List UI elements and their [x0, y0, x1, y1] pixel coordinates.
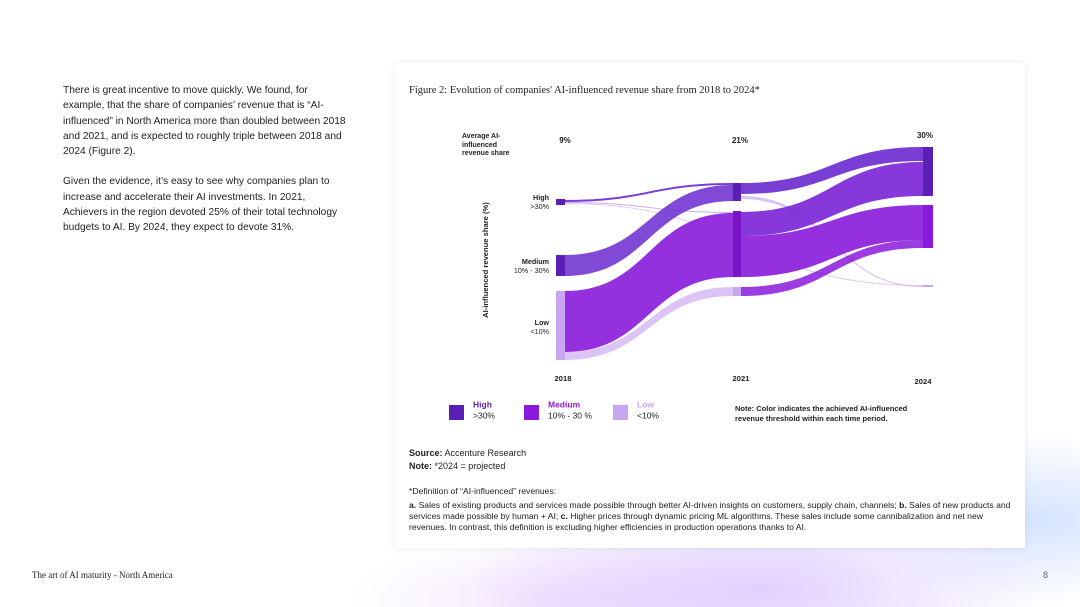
flow — [741, 240, 923, 296]
part-label: c. — [560, 511, 568, 521]
node — [733, 287, 741, 296]
level-range: >30% — [530, 202, 549, 211]
source: Source: Accenture Research — [409, 447, 526, 459]
flow — [565, 287, 733, 360]
flow — [741, 147, 923, 194]
part-label: a. — [409, 500, 417, 510]
node — [556, 255, 565, 276]
node — [556, 291, 565, 360]
legend-name: Medium — [548, 399, 581, 409]
legend-name: Low — [637, 399, 654, 409]
legend-swatch — [613, 405, 628, 420]
source-text: Accenture Research — [444, 448, 527, 458]
node — [556, 199, 565, 205]
flow — [565, 213, 733, 352]
note-label: Note: — [409, 461, 432, 471]
flow — [565, 183, 733, 202]
average-label: Average AI-influenced revenue share — [462, 133, 510, 157]
definition-body: a. Sales of existing products and servic… — [409, 500, 1014, 533]
part-label: b. — [899, 500, 907, 510]
page-number: 8 — [1043, 570, 1049, 580]
paragraph: Given the evidence, it’s easy to see why… — [63, 176, 338, 234]
legend-range: 10% - 30 % — [548, 410, 592, 420]
level-name: High — [533, 193, 549, 202]
note-text: *2024 = projected — [434, 461, 506, 471]
flow — [565, 202, 733, 213]
node — [923, 285, 933, 287]
level-name: Medium — [522, 257, 549, 266]
year: 2024 — [915, 377, 933, 386]
legend-range: <10% — [637, 410, 659, 420]
level-name: Low — [535, 318, 550, 327]
legend-name: High — [473, 399, 492, 409]
average: 9% — [559, 136, 571, 145]
footer-title: The art of AI maturity - North America — [32, 570, 173, 580]
legend-swatch — [524, 405, 539, 420]
figure-title: Figure 2: Evolution of companies' AI-inf… — [409, 85, 760, 96]
level-range: <10% — [530, 327, 549, 336]
year: 2018 — [555, 374, 572, 383]
part-text: Sales of existing products and services … — [418, 500, 897, 510]
level-range: 10% - 30% — [514, 266, 550, 275]
year: 2021 — [733, 374, 751, 383]
part-text: Higher prices through dynamic pricing ML… — [409, 511, 983, 532]
legend-swatch — [449, 405, 464, 420]
average: 30% — [917, 131, 933, 140]
source-label: Source: — [409, 448, 443, 458]
flow — [741, 162, 923, 236]
definition-heading: *Definition of “AI-influenced” revenues: — [409, 486, 557, 496]
figure-card — [395, 63, 1025, 548]
node — [923, 205, 933, 248]
flow — [565, 185, 733, 276]
flow — [741, 205, 923, 277]
definition: *Definition of “AI-influenced” revenues:… — [409, 486, 1014, 533]
body-text: There is great incentive to move quickly… — [63, 83, 348, 251]
legend-range: >30% — [473, 410, 495, 420]
paragraph: There is great incentive to move quickly… — [63, 85, 346, 158]
y-axis-label: AI-influenced revenue share (%) — [481, 202, 490, 318]
part-text: Sales of new products and services made … — [409, 500, 1011, 521]
node — [733, 211, 741, 277]
note: Note: *2024 = projected — [409, 460, 505, 472]
node — [733, 183, 741, 201]
node — [923, 147, 933, 196]
figure-note: Note: Color indicates the achieved AI-in… — [735, 404, 908, 423]
average: 21% — [732, 136, 748, 145]
